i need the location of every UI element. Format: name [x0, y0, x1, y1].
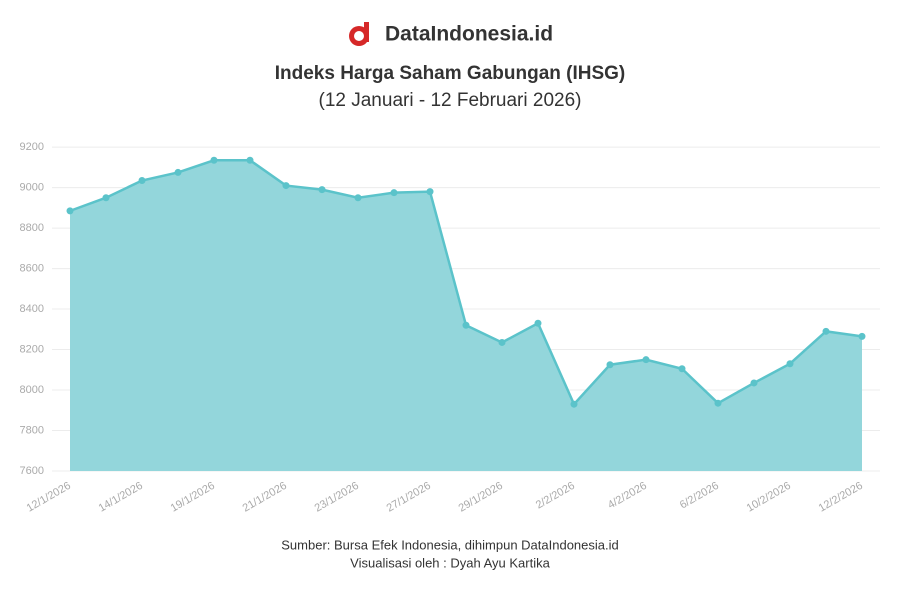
point: [606, 361, 614, 369]
credit: Visualisasi oleh : Dyah Ayu Kartika: [350, 555, 550, 570]
point: [210, 156, 218, 164]
y-tick-label: 8000: [20, 384, 44, 396]
y-tick-label: 9200: [20, 141, 44, 153]
chart-title: Indeks Harga Saham Gabungan (IHSG): [275, 63, 626, 84]
x-tick-label: 27/1/2026: [385, 480, 433, 515]
logo-icon: [349, 22, 369, 46]
x-tick-label: 21/1/2026: [241, 480, 289, 515]
x-tick-label: 10/2/2026: [745, 480, 793, 515]
point: [570, 400, 578, 408]
x-tick-label: 2/2/2026: [534, 480, 577, 512]
point: [66, 207, 74, 215]
point: [354, 194, 362, 202]
x-tick-label: 19/1/2026: [169, 480, 217, 515]
area: [70, 160, 862, 471]
point: [102, 194, 110, 202]
point: [822, 327, 830, 335]
brand: DataIndonesia.id: [385, 23, 553, 46]
x-tick-label: 29/1/2026: [457, 480, 505, 515]
y-tick-label: 7600: [20, 465, 44, 477]
y-tick-label: 9000: [20, 182, 44, 194]
point: [858, 332, 866, 340]
point: [318, 186, 326, 194]
x-tick-label: 6/2/2026: [678, 480, 721, 512]
point: [174, 168, 182, 176]
y-tick-label: 8400: [20, 303, 44, 315]
x-tick-label: 12/2/2026: [817, 480, 865, 515]
x-tick-label: 23/1/2026: [313, 480, 361, 515]
point: [462, 321, 470, 329]
source: Sumber: Bursa Efek Indonesia, dihimpun D…: [281, 537, 618, 552]
x-tick-label: 12/1/2026: [25, 480, 73, 515]
point: [138, 177, 146, 185]
point: [750, 379, 758, 387]
point: [246, 156, 254, 164]
point: [426, 188, 434, 196]
chart-subtitle: (12 Januari - 12 Februari 2026): [319, 90, 582, 111]
point: [390, 189, 398, 197]
x-tick-label: 4/2/2026: [606, 480, 649, 512]
point: [642, 356, 650, 364]
point: [498, 338, 506, 346]
y-tick-label: 8800: [20, 222, 44, 234]
x-tick-label: 14/1/2026: [97, 480, 145, 515]
point: [714, 399, 722, 407]
y-tick-label: 7800: [20, 424, 44, 436]
y-tick-label: 8200: [20, 343, 44, 355]
y-tick-label: 8600: [20, 262, 44, 274]
point: [786, 360, 794, 368]
point: [678, 365, 686, 373]
point: [534, 319, 542, 327]
point: [282, 182, 290, 190]
